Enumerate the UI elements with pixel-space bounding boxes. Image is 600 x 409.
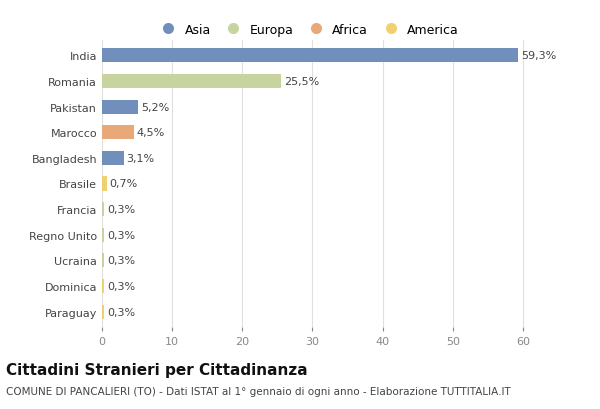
Bar xyxy=(102,202,104,217)
Bar xyxy=(102,126,134,140)
Text: Cittadini Stranieri per Cittadinanza: Cittadini Stranieri per Cittadinanza xyxy=(6,362,308,377)
Bar xyxy=(102,254,104,268)
Bar xyxy=(102,49,518,63)
Bar xyxy=(102,75,281,89)
Text: 0,7%: 0,7% xyxy=(110,179,138,189)
Text: 5,2%: 5,2% xyxy=(141,102,170,112)
Legend: Asia, Europa, Africa, America: Asia, Europa, Africa, America xyxy=(151,18,464,41)
Text: 0,3%: 0,3% xyxy=(107,204,135,215)
Text: 0,3%: 0,3% xyxy=(107,281,135,291)
Bar xyxy=(102,151,124,166)
Bar xyxy=(102,279,104,293)
Text: 0,3%: 0,3% xyxy=(107,230,135,240)
Text: 0,3%: 0,3% xyxy=(107,256,135,266)
Text: 3,1%: 3,1% xyxy=(127,153,155,164)
Text: 0,3%: 0,3% xyxy=(107,307,135,317)
Bar xyxy=(102,177,107,191)
Bar xyxy=(102,305,104,319)
Bar xyxy=(102,100,139,115)
Text: 4,5%: 4,5% xyxy=(136,128,164,138)
Text: 59,3%: 59,3% xyxy=(521,51,556,61)
Text: COMUNE DI PANCALIERI (TO) - Dati ISTAT al 1° gennaio di ogni anno - Elaborazione: COMUNE DI PANCALIERI (TO) - Dati ISTAT a… xyxy=(6,387,511,396)
Text: 25,5%: 25,5% xyxy=(284,77,319,87)
Bar xyxy=(102,228,104,242)
